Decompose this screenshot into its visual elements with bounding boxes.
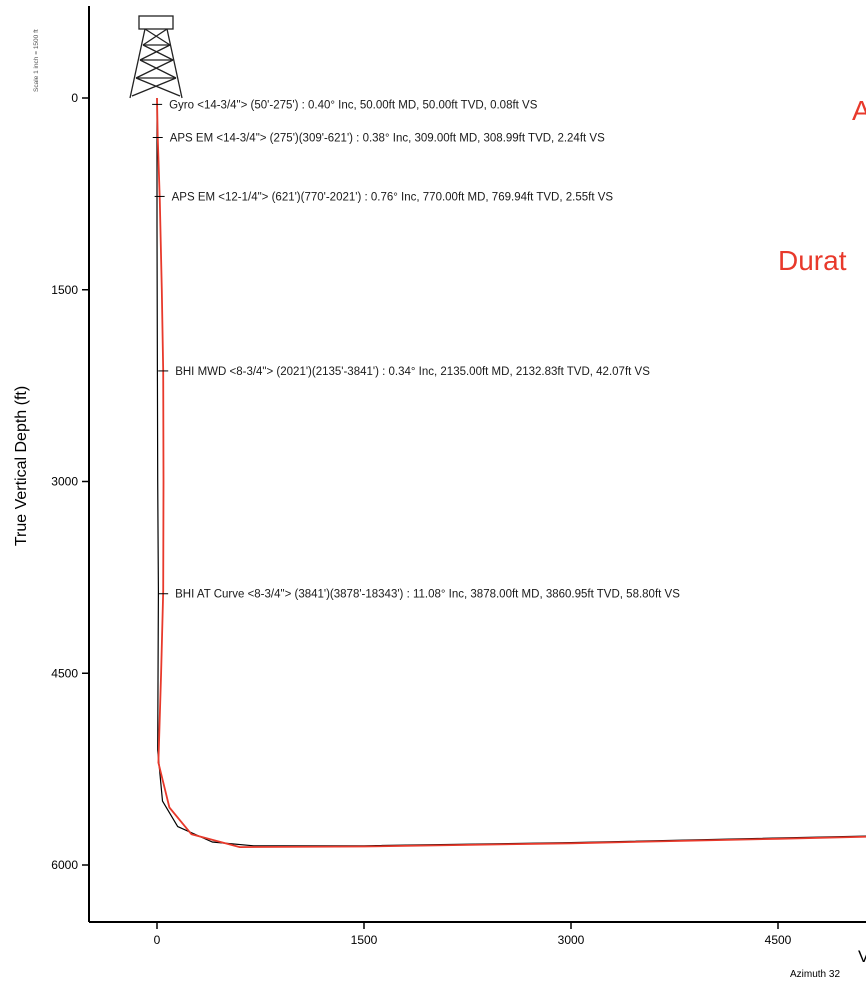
series-actual-line: [156, 97, 866, 848]
red-title-partial: A: [852, 95, 866, 126]
annotation-label: APS EM <14-3/4"> (275')(309'-621') : 0.3…: [170, 133, 605, 145]
series-layer: [156, 97, 866, 848]
y-tick-label: 0: [71, 91, 78, 105]
annotations-layer: Gyro <14-3/4"> (50'-275') : 0.40° Inc, 5…: [152, 99, 680, 601]
annotation-label: Gyro <14-3/4"> (50'-275') : 0.40° Inc, 5…: [169, 99, 538, 111]
y-axis-label: True Vertical Depth (ft): [13, 386, 30, 546]
y-tick-label: 1500: [51, 283, 78, 297]
red-subtitle-partial: Durat: [778, 245, 847, 276]
scale-note: Scale 1 inch = 1500 ft: [33, 29, 40, 92]
x-tick-label: 0: [154, 933, 161, 947]
x-axis-label-partial: V: [858, 947, 866, 966]
y-tick-label: 4500: [51, 666, 78, 680]
x-tick-label: 3000: [558, 933, 585, 947]
y-tick-label: 6000: [51, 858, 78, 872]
axis-ticks: 0 1500 3000 4500 6000 0 1500 3000 4500: [51, 91, 791, 947]
azimuth-note: Azimuth 32: [790, 969, 840, 980]
drilling-rig-icon: [129, 15, 183, 99]
annotation-label: BHI MWD <8-3/4"> (2021')(2135'-3841') : …: [175, 366, 650, 378]
annotation-label: APS EM <12-1/4"> (621')(770'-2021') : 0.…: [172, 191, 614, 203]
x-tick-label: 1500: [351, 933, 378, 947]
x-tick-label: 4500: [765, 933, 792, 947]
annotation-label: BHI AT Curve <8-3/4"> (3841')(3878'-1834…: [175, 589, 680, 601]
series-plan-line: [156, 98, 866, 847]
y-tick-label: 3000: [51, 475, 78, 489]
